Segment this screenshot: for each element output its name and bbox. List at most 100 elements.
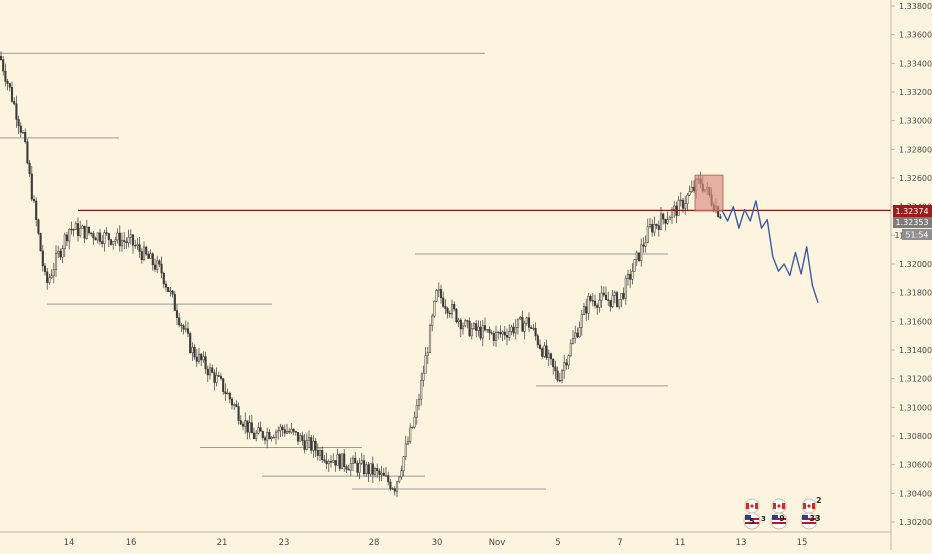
candle-body [52, 269, 55, 276]
candle [569, 339, 572, 358]
candle [677, 196, 680, 216]
event-ca-3[interactable]: 2 [801, 496, 822, 514]
candle [136, 237, 139, 250]
candle [94, 236, 97, 241]
candle [268, 429, 271, 440]
candle [609, 300, 612, 312]
candle-body [549, 353, 553, 360]
candle [510, 324, 513, 336]
us-flag-stripe [745, 518, 759, 520]
candle-body [571, 338, 575, 344]
price-tick-label: 1.33400 [899, 59, 932, 68]
candle-body [206, 368, 209, 376]
candle-body [332, 460, 335, 463]
resistance-price-badge [893, 205, 932, 217]
highlight-zone[interactable] [694, 174, 724, 212]
candle-body [483, 325, 487, 331]
candle [114, 236, 117, 247]
event-count: 3 [761, 515, 766, 523]
candle [244, 412, 247, 434]
event-us-2[interactable]: 9 [770, 512, 788, 530]
candle [134, 239, 137, 249]
candles [0, 51, 722, 498]
candle-body [631, 271, 634, 280]
candle [81, 224, 84, 229]
candle-body [371, 463, 374, 475]
candle-body [633, 259, 636, 272]
candle-body [475, 323, 478, 331]
candle [259, 421, 262, 432]
candle [358, 458, 361, 480]
candle [657, 220, 660, 237]
candle-body [129, 234, 132, 238]
candle [340, 453, 344, 469]
candle [237, 402, 240, 425]
candle-body [39, 233, 42, 252]
candle [679, 192, 682, 207]
candle [332, 453, 335, 464]
candle [420, 372, 423, 406]
candle-body [90, 232, 93, 234]
candle [270, 436, 273, 442]
candle [219, 373, 223, 381]
candle-body [325, 460, 328, 465]
candle-body [87, 226, 91, 234]
candle [527, 312, 531, 333]
candle [690, 180, 693, 193]
candle [413, 411, 416, 429]
candle-body [426, 352, 429, 356]
candle-body [184, 328, 187, 330]
candle-body [585, 306, 588, 314]
event-count: 2 [816, 496, 822, 505]
countdown-label: 51:54 [905, 231, 928, 240]
candle-body [534, 327, 537, 337]
economic-events[interactable]: 2 5 3 9 33 [743, 496, 822, 530]
candle-body [552, 358, 555, 368]
time-tick-label: Nov [489, 538, 506, 548]
candle-body [215, 375, 218, 383]
candle-body [292, 428, 295, 432]
candle-body [118, 232, 121, 247]
candle-body [431, 315, 434, 326]
candle-body [178, 317, 181, 326]
candle-body [679, 199, 682, 202]
candle [497, 330, 500, 340]
candle [334, 460, 337, 472]
candle [384, 466, 388, 477]
candle-body [365, 464, 368, 475]
ca-flag-stripe-right [782, 503, 785, 509]
candle [411, 426, 414, 429]
event-ca-1[interactable] [744, 498, 760, 514]
candle [587, 292, 590, 320]
time-axis[interactable]: 14 16 21 23 28 30 Nov 5 7 11 13 15 [64, 538, 808, 548]
event-us-1[interactable]: 5 3 [743, 512, 766, 530]
candle-body [107, 233, 110, 240]
candle [283, 424, 286, 437]
price-tick-label: 1.30200 [899, 518, 932, 527]
candle [70, 221, 73, 235]
candle [118, 225, 121, 252]
candle-body [136, 244, 139, 246]
candle [316, 443, 319, 461]
candle-body [582, 306, 586, 315]
projection-path[interactable] [721, 200, 819, 303]
candle [472, 322, 476, 330]
candle [46, 268, 49, 290]
candle-body [105, 232, 108, 234]
candle-body [217, 375, 220, 377]
us-flag-canton [745, 515, 751, 519]
candle [171, 290, 174, 298]
candle-body [351, 457, 355, 464]
candle [613, 290, 616, 304]
drawings[interactable] [78, 174, 891, 303]
event-ca-2[interactable] [771, 498, 787, 514]
ca-flag-stripe-left [803, 503, 806, 509]
candle [37, 218, 40, 236]
candle [635, 250, 638, 266]
candle [591, 292, 594, 307]
ca-flag-stripe-left [746, 503, 749, 509]
candle-body [171, 290, 174, 295]
event-us-3[interactable]: 33 [800, 512, 821, 530]
